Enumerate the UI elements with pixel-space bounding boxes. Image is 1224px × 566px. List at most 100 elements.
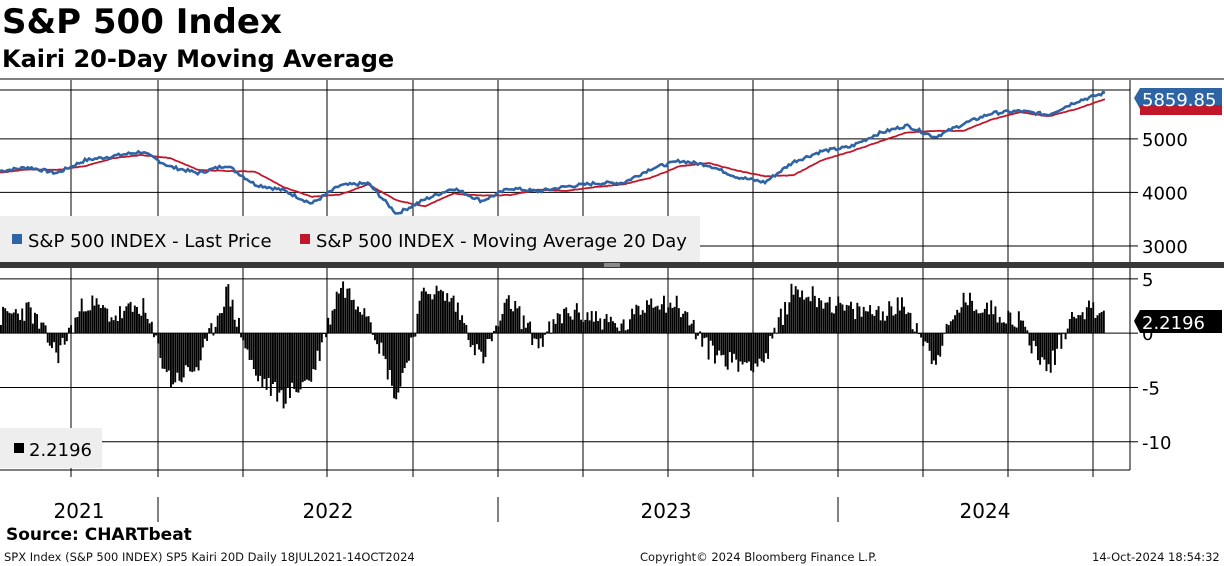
kairi-bar-502 (1066, 328, 1069, 334)
kairi-bar-10 (21, 308, 24, 334)
kairi-bar-88 (187, 333, 189, 368)
kairi-bar-378 (803, 299, 806, 334)
kairi-bar-519 (1102, 310, 1105, 334)
kairi-bar-222 (471, 333, 474, 346)
kairi-bar-452 (960, 307, 963, 334)
kairi-bar-319 (677, 308, 680, 334)
kairi-bar-120 (255, 333, 257, 376)
kairi-bar-250 (531, 333, 534, 346)
kairi-bar-245 (520, 329, 523, 334)
kairi-bar-119 (252, 333, 255, 370)
kairi-bar-129 (274, 333, 277, 382)
kairi-bar-173 (367, 316, 370, 334)
kairi-bar-478 (1015, 327, 1018, 334)
kairi-bar-365 (775, 333, 778, 334)
kairi-bar-139 (295, 333, 298, 393)
kairi-bar-345 (733, 333, 736, 354)
kairi-bar-403 (856, 302, 859, 334)
kairi-bar-166 (352, 299, 355, 334)
kairi-bar-498 (1058, 333, 1061, 335)
kairi-bar-177 (376, 333, 379, 345)
kairi-bar-133 (282, 333, 285, 409)
kairi-bar-193 (410, 333, 413, 338)
kairi-bar-71 (150, 321, 153, 334)
kairi-bar-491 (1043, 333, 1046, 360)
kairi-bar-28 (59, 333, 62, 346)
kairi-bar-406 (862, 306, 865, 334)
kairi-bar-485 (1030, 333, 1033, 354)
kairi-bar-360 (765, 333, 767, 354)
kairi-bar-214 (454, 311, 457, 334)
kairi-bar-94 (199, 333, 202, 361)
kairi-bar-53 (112, 320, 115, 334)
kairi-bar-505 (1073, 316, 1076, 334)
kairi-bar-27 (57, 333, 60, 364)
kairi-bar-263 (558, 314, 561, 334)
kairi-bar-445 (945, 323, 948, 334)
kairi-bar-160 (340, 287, 342, 334)
kairi-bar-398 (845, 304, 848, 334)
kairi-bar-109 (231, 299, 234, 334)
kairi-bar-276 (586, 312, 589, 334)
kairi-bar-238 (505, 298, 508, 334)
kairi-bar-54 (114, 315, 117, 334)
kairi-bar-58 (123, 310, 126, 334)
kairi-bar-470 (998, 317, 1001, 334)
kairi-bar-186 (395, 333, 398, 400)
kairi-bar-199 (422, 287, 425, 334)
kairi-bar-254 (539, 333, 542, 339)
kairi-bar-436 (926, 333, 929, 343)
kairi-bar-86 (182, 333, 185, 378)
kairi-bar-337 (716, 333, 719, 356)
kairi-bar-92 (195, 333, 198, 368)
kairi-bar-233 (495, 325, 498, 334)
kairi-bar-353 (750, 333, 753, 371)
kairi-bar-295 (626, 329, 629, 334)
kairi-bar-379 (805, 297, 808, 334)
source-note: Source: CHARTbeat (6, 525, 192, 545)
kairi-bar-210 (446, 293, 449, 334)
kairi-bar-90 (191, 333, 194, 373)
kairi-bar-4 (8, 312, 11, 334)
kairi-bar-175 (371, 333, 374, 335)
kairi-bar-257 (546, 331, 549, 334)
kairi-bar-262 (556, 313, 559, 334)
series-last-price (0, 90, 1106, 215)
kairi-bar-171 (363, 308, 366, 334)
kairi-bar-391 (830, 312, 833, 334)
kairi-bar-324 (688, 325, 691, 334)
kairi-bar-446 (947, 325, 950, 334)
kairi-bar-309 (656, 305, 659, 334)
kairi-bar-216 (459, 319, 461, 334)
kairi-bar-388 (824, 302, 827, 334)
kairi-bar-247 (524, 327, 527, 334)
kairi-bar-206 (437, 291, 440, 334)
kairi-bar-274 (582, 322, 585, 334)
kairi-bar-281 (597, 320, 600, 334)
kairi-bar-385 (818, 298, 821, 334)
kairi-bar-163 (346, 288, 349, 334)
kairi-bar-277 (588, 320, 591, 334)
kairi-bar-348 (739, 333, 742, 362)
kairi-bar-150 (318, 333, 321, 361)
kairi-bar-322 (684, 311, 687, 334)
kairi-bar-415 (881, 311, 884, 334)
kairi-bar-204 (433, 294, 436, 334)
kairi-bar-480 (1020, 320, 1022, 334)
kairi-bar-476 (1011, 324, 1014, 334)
kairi-bar-209 (444, 300, 447, 334)
kairi-bar-83 (176, 333, 179, 373)
kairi-bar-105 (223, 306, 226, 334)
kairi-bar-331 (703, 333, 706, 339)
kairi-bar-357 (758, 333, 761, 359)
kairi-bar-38 (80, 298, 83, 334)
kairi-bar-111 (235, 326, 238, 334)
kairi-bar-8 (17, 313, 19, 334)
kairi-bar-13 (27, 301, 30, 334)
kairi-bar-128 (272, 333, 274, 384)
kairi-bar-157 (333, 309, 336, 334)
kairi-bar-509 (1081, 312, 1084, 334)
kairi-bar-453 (962, 292, 965, 334)
kairi-bar-140 (297, 333, 300, 393)
kairi-bar-298 (633, 314, 636, 334)
